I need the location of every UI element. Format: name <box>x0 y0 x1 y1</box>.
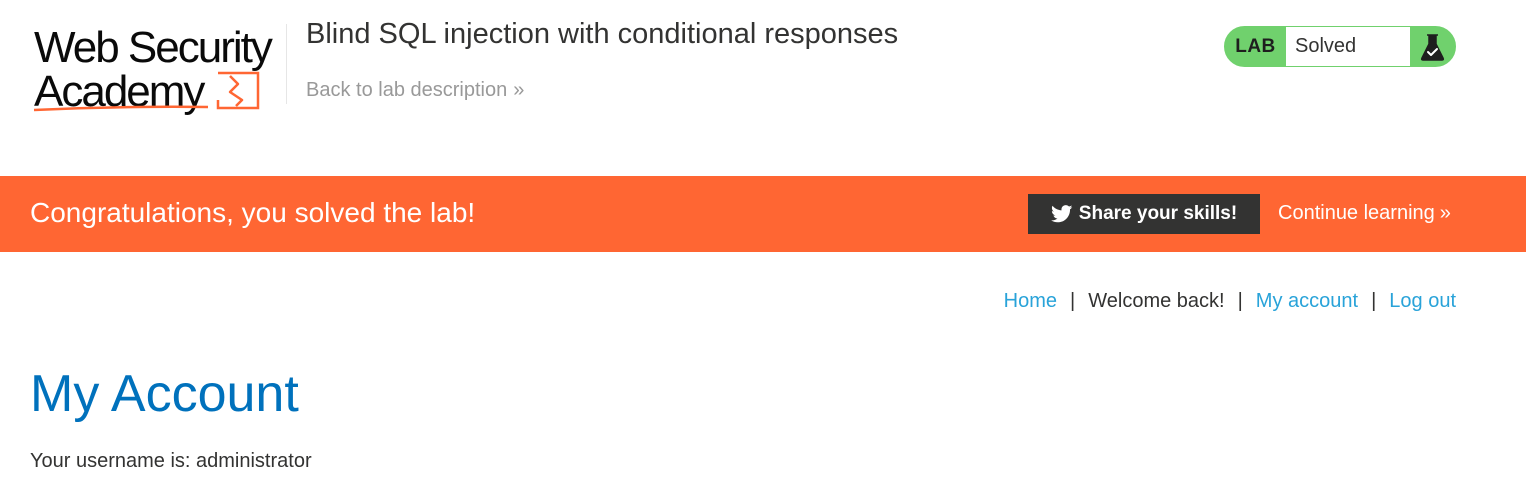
lab-status-badge: LAB Solved <box>1224 26 1456 67</box>
welcome-back-text: Welcome back! <box>1088 290 1225 312</box>
header-divider <box>286 24 287 104</box>
lab-solved-banner: Congratulations, you solved the lab! Sha… <box>0 176 1526 252</box>
nav-separator: | <box>1371 290 1377 312</box>
nav-separator: | <box>1070 290 1076 312</box>
nav-separator: | <box>1237 290 1243 312</box>
lab-title: Blind SQL injection with conditional res… <box>306 18 899 50</box>
nav-my-account-link[interactable]: My account <box>1255 290 1359 312</box>
lab-status-label: LAB <box>1235 36 1276 57</box>
share-button-label: Share your skills! <box>1078 203 1238 224</box>
continue-learning-link[interactable]: Continue learning» <box>1278 202 1451 225</box>
nav-home-link[interactable]: Home <box>1003 290 1058 312</box>
congratulations-message: Congratulations, you solved the lab! <box>30 197 476 228</box>
nav-log-out-link[interactable]: Log out <box>1389 290 1456 312</box>
logo-text-line1: Web Security <box>34 23 273 72</box>
username-text: Your username is: administrator <box>30 450 312 472</box>
web-security-academy-logo[interactable]: Web Security Academy <box>32 24 284 116</box>
lab-header: Web Security Academy Blind SQL injection… <box>0 0 1526 176</box>
double-chevron-right-icon: » <box>1439 202 1451 224</box>
back-to-lab-description-link[interactable]: Back to lab description» <box>306 79 524 102</box>
logo-bolt-icon <box>33 71 260 112</box>
lab-status-text: Solved <box>1286 27 1410 66</box>
continue-learning-label: Continue learning <box>1278 202 1435 224</box>
share-your-skills-button[interactable]: Share your skills! <box>1028 194 1260 234</box>
page-title: My Account <box>30 365 299 423</box>
double-chevron-right-icon: » <box>513 79 525 101</box>
flask-icon <box>1410 27 1455 66</box>
twitter-icon <box>1050 205 1073 223</box>
top-links-nav: Home | Welcome back! | My account | Log … <box>1004 290 1456 313</box>
back-link-label: Back to lab description <box>306 79 508 101</box>
